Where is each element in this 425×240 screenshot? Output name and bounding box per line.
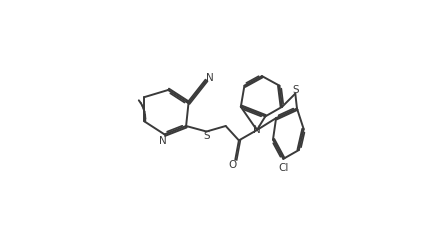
Text: O: O xyxy=(228,160,237,170)
Text: N: N xyxy=(206,73,213,84)
Text: S: S xyxy=(292,85,299,95)
Text: N: N xyxy=(253,125,261,135)
Text: Cl: Cl xyxy=(278,163,289,173)
Text: S: S xyxy=(203,131,210,141)
Text: N: N xyxy=(159,136,167,146)
